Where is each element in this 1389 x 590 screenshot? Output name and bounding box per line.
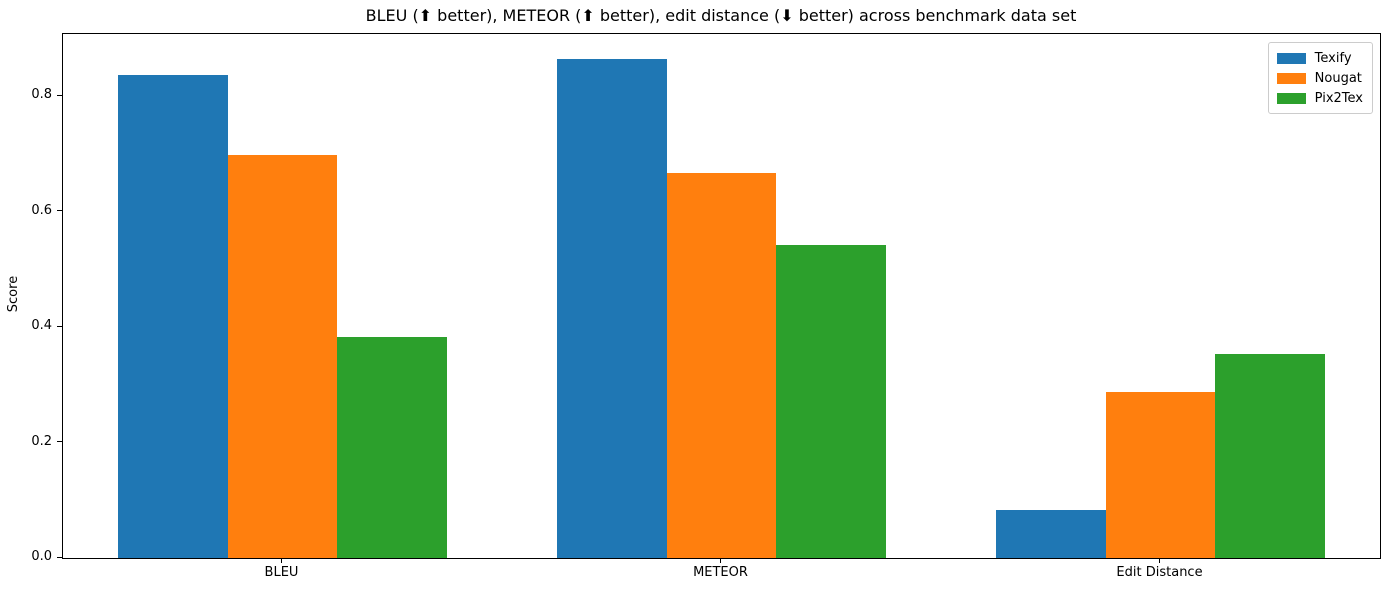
legend-label-nougat: Nougat [1314,70,1362,86]
legend-item-texify: Texify [1276,50,1363,66]
bar-texify-bleu [117,74,228,558]
bar-texify-edit-distance [995,510,1106,558]
x-tick-label-meteor: METEOR [693,565,748,580]
legend-swatch-nougat [1276,72,1306,84]
bar-nougat-edit-distance [1105,391,1216,558]
chart-title: BLEU (⬆ better), METEOR (⬆ better), edit… [365,6,1077,25]
legend-label-pix2tex: Pix2Tex [1314,90,1363,106]
y-tick-label: 0.8 [31,87,52,103]
y-tick-mark [57,94,62,96]
x-tick-mark [720,558,721,563]
y-tick-mark [57,325,62,327]
x-tick-mark [1159,558,1160,563]
legend-item-nougat: Nougat [1276,70,1363,86]
bar-texify-meteor [556,58,667,558]
y-tick-mark [57,556,62,558]
bar-pix2tex-bleu [337,336,448,558]
y-tick-mark [57,441,62,443]
legend-swatch-pix2tex [1276,92,1306,104]
plot-area: Texify Nougat Pix2Tex [62,33,1381,559]
legend-label-texify: Texify [1314,50,1352,66]
y-tick-mark [57,210,62,212]
bar-pix2tex-edit-distance [1215,354,1326,558]
y-tick-label: 0.2 [31,433,52,449]
x-tick-label-edit-distance: Edit Distance [1116,565,1203,580]
y-tick-label: 0.0 [31,549,52,564]
bar-nougat-meteor [666,172,777,558]
legend: Texify Nougat Pix2Tex [1267,42,1373,114]
x-tick-mark [281,558,282,563]
x-tick-label-bleu: BLEU [264,565,299,580]
legend-swatch-texify [1276,52,1306,64]
y-tick-label: 0.6 [31,202,52,218]
bar-pix2tex-meteor [776,244,887,558]
y-tick-label: 0.4 [31,318,52,334]
legend-item-pix2tex: Pix2Tex [1276,90,1363,106]
bar-nougat-bleu [227,155,338,558]
